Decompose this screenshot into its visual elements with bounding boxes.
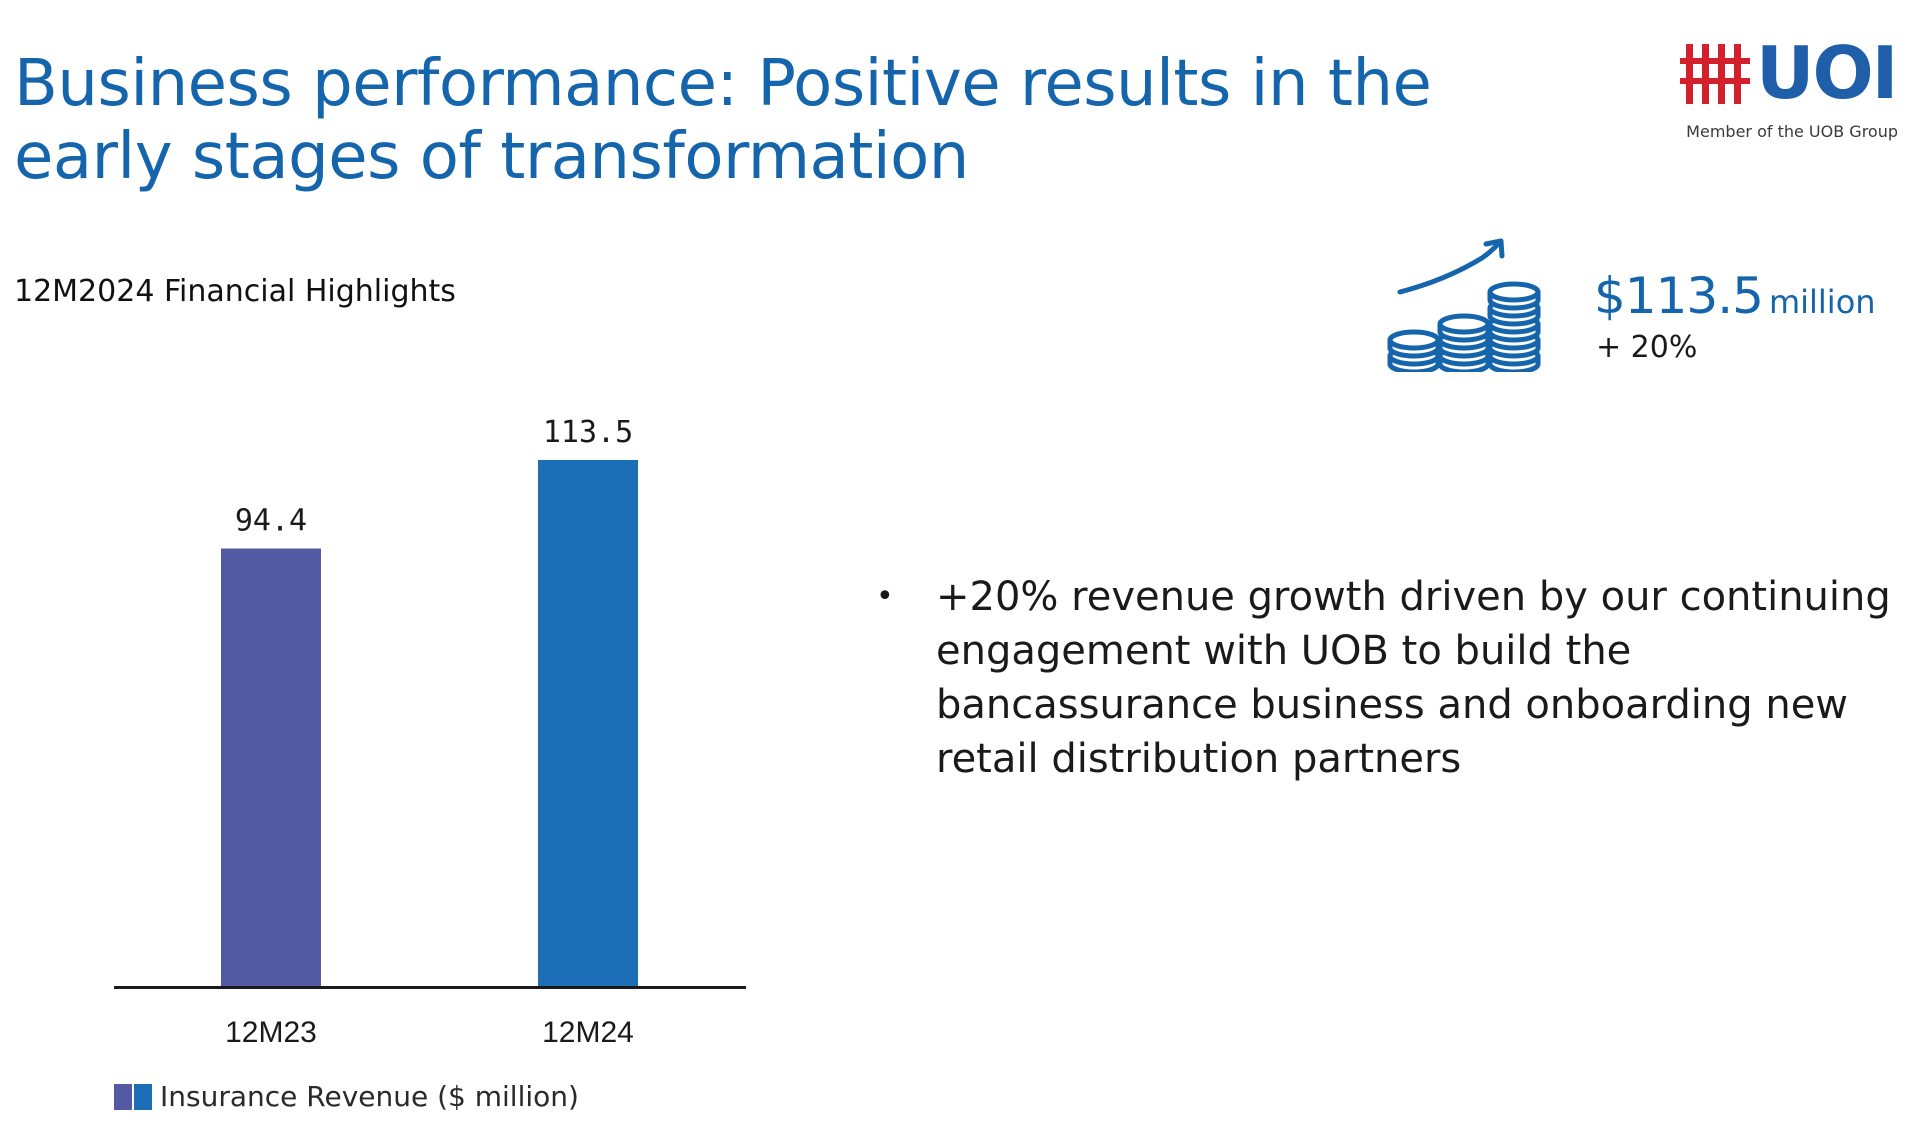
- bar-value-label: 94.4: [235, 504, 307, 539]
- coin-top: [1437, 313, 1491, 335]
- logo-mark-crossbar: [1680, 58, 1750, 64]
- logo-mark-bar: [1734, 44, 1741, 104]
- uoi-logo-mark-icon: [1680, 44, 1750, 104]
- x-tick-label: 12M23: [225, 1016, 317, 1049]
- coins-growth-icon: [1387, 238, 1541, 372]
- bar-12m24: [538, 460, 638, 986]
- revenue-bar-chart: 94.4 12M23 113.5 12M24: [114, 415, 746, 1049]
- kpi-value-block: $113.5 million: [1594, 266, 1876, 326]
- coin-top: [1387, 329, 1441, 351]
- bar-value-label: 113.5: [543, 415, 633, 450]
- logo-mark-bar: [1686, 44, 1693, 104]
- logo-tagline: Member of the UOB Group: [1686, 122, 1898, 141]
- logo-mark-bar: [1718, 44, 1725, 104]
- bullet-text: +20% revenue growth driven by our contin…: [936, 574, 1891, 782]
- legend-label: Insurance Revenue ($ million): [160, 1080, 579, 1113]
- logo-mark-bar: [1702, 44, 1709, 104]
- list-item: • +20% revenue growth driven by our cont…: [872, 570, 1912, 786]
- highlights-list: • +20% revenue growth driven by our cont…: [872, 570, 1912, 786]
- page-title: Business performance: Positive results i…: [14, 47, 1432, 194]
- kpi-value: $113.5: [1594, 267, 1764, 325]
- uoi-logo: UOI Member of the UOB Group: [1664, 30, 1902, 150]
- kpi-unit: million: [1768, 283, 1876, 321]
- bar-12m23: [221, 548, 321, 986]
- chart-legend: Insurance Revenue ($ million): [114, 1080, 579, 1114]
- growth-arrow-line: [1397, 239, 1503, 295]
- logo-text: UOI: [1756, 31, 1898, 115]
- bullet-dot: •: [876, 579, 894, 614]
- growth-arrow-head: [1483, 238, 1505, 259]
- x-tick-label: 12M24: [542, 1016, 634, 1049]
- logo-mark-crossbar: [1680, 78, 1750, 84]
- coin-top: [1487, 281, 1541, 303]
- legend-swatch-12m24: [134, 1084, 152, 1110]
- section-subtitle: 12M2024 Financial Highlights: [14, 274, 456, 309]
- legend-swatch-12m23: [114, 1084, 132, 1110]
- kpi-change: + 20%: [1596, 330, 1698, 365]
